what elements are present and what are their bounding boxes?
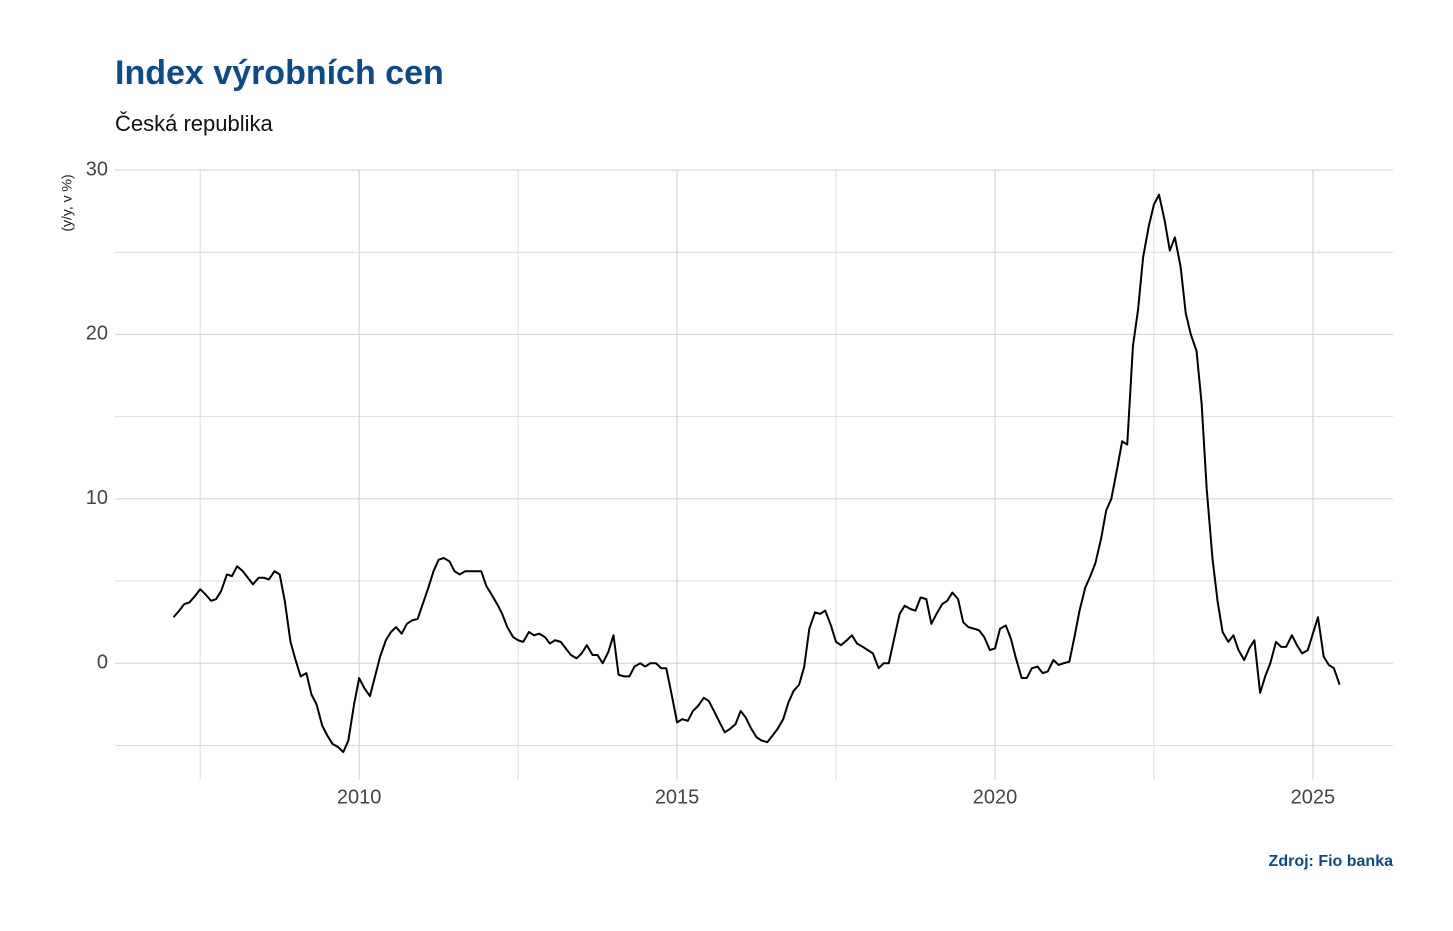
x-tick-label: 2015 <box>655 786 700 808</box>
x-tick-label: 2025 <box>1291 786 1336 808</box>
y-tick-label: 0 <box>97 652 108 674</box>
source: Zdroj: Fio banka <box>1269 853 1394 870</box>
line <box>172 193 1341 754</box>
y-tick-label: 10 <box>86 487 108 509</box>
chart-title: Index výrobních cen <box>115 54 444 92</box>
y-tick-label: 20 <box>86 323 108 345</box>
y-axis-label: (y/y, v %) <box>59 174 75 231</box>
y-tick-label: 30 <box>86 158 108 180</box>
x-tick-label: 2020 <box>973 786 1018 808</box>
x-tick-label: 2010 <box>337 786 382 808</box>
chart-subtitle: Česká republika <box>115 111 274 136</box>
